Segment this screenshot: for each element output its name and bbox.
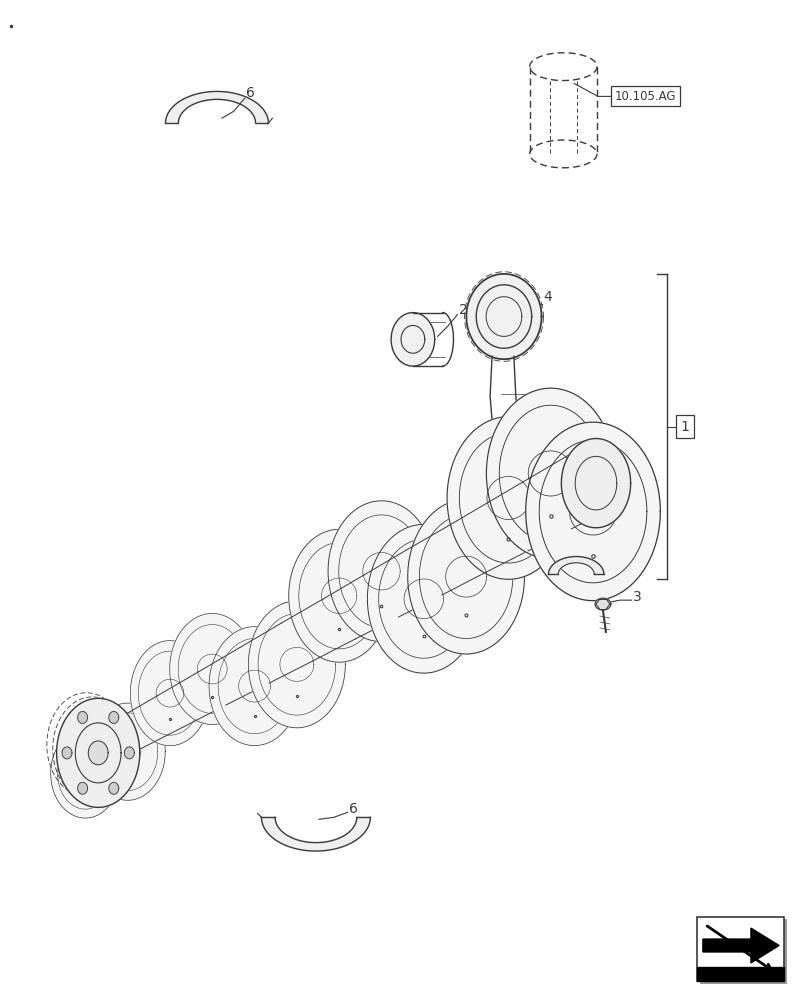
Polygon shape — [170, 613, 255, 725]
Polygon shape — [697, 967, 784, 981]
Polygon shape — [88, 741, 108, 765]
Polygon shape — [262, 817, 370, 851]
Polygon shape — [526, 422, 660, 601]
Polygon shape — [328, 501, 435, 642]
Polygon shape — [109, 782, 119, 794]
Text: 6: 6 — [246, 86, 255, 100]
Polygon shape — [549, 557, 604, 574]
Polygon shape — [562, 439, 630, 528]
Polygon shape — [78, 782, 87, 794]
Polygon shape — [703, 928, 779, 963]
FancyBboxPatch shape — [697, 917, 784, 981]
Polygon shape — [57, 698, 140, 807]
Polygon shape — [368, 524, 480, 673]
Polygon shape — [130, 641, 209, 746]
Polygon shape — [78, 711, 87, 723]
Text: 10.105.AG: 10.105.AG — [615, 90, 676, 103]
Text: 2: 2 — [460, 303, 468, 317]
Polygon shape — [486, 388, 615, 559]
Polygon shape — [447, 417, 570, 579]
Polygon shape — [209, 627, 300, 746]
Text: 10.103.AA: 10.103.AA — [430, 553, 490, 566]
Polygon shape — [391, 313, 435, 366]
Polygon shape — [109, 711, 119, 723]
Polygon shape — [90, 703, 166, 800]
Text: 4: 4 — [544, 290, 553, 304]
Polygon shape — [166, 91, 268, 123]
Text: 1: 1 — [680, 420, 689, 434]
Polygon shape — [62, 747, 72, 759]
Polygon shape — [466, 274, 541, 359]
Text: 3: 3 — [633, 590, 642, 604]
Polygon shape — [595, 598, 611, 610]
FancyBboxPatch shape — [700, 919, 787, 984]
Polygon shape — [248, 601, 345, 728]
Polygon shape — [408, 499, 524, 654]
Polygon shape — [124, 747, 134, 759]
Text: 6: 6 — [348, 802, 357, 816]
Polygon shape — [51, 729, 120, 818]
Text: 5: 5 — [633, 567, 642, 581]
Polygon shape — [288, 529, 389, 662]
